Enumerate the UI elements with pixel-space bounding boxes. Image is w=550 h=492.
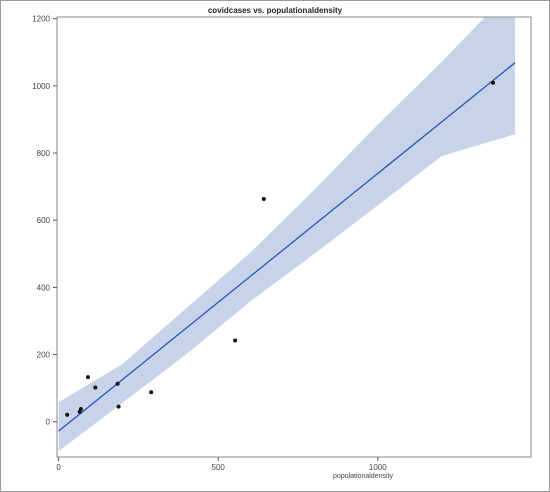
confidence-band	[58, 17, 515, 452]
y-tick-label: 200	[37, 351, 51, 360]
x-tick-label: 0	[56, 463, 61, 472]
y-tick-label: 1000	[32, 82, 50, 91]
data-point	[233, 338, 238, 343]
data-point	[261, 197, 266, 201]
y-tick-label: 0	[46, 418, 51, 427]
fit-line	[58, 62, 516, 432]
plot-layer: 0 200 400 600 800 1000 1200 0 500 1000	[32, 15, 532, 472]
data-point	[65, 412, 70, 417]
plot-border	[56, 16, 532, 458]
chart-title: covidcases vs. populationaldensity	[207, 6, 343, 15]
y-tick-label: 400	[37, 283, 51, 292]
data-point	[115, 381, 120, 386]
y-tick-label: 1200	[32, 15, 50, 24]
x-tick-label: 500	[212, 463, 226, 472]
data-point	[116, 404, 121, 409]
data-point	[78, 407, 83, 411]
data-point	[149, 390, 154, 395]
y-tick-label: 600	[37, 216, 51, 225]
x-tick-label: 1000	[369, 463, 387, 472]
y-tick-label: 800	[37, 149, 51, 158]
data-point	[93, 385, 98, 390]
x-axis-title: populationaldensity	[333, 473, 393, 480]
data-point	[86, 375, 90, 380]
data-point	[491, 80, 495, 85]
